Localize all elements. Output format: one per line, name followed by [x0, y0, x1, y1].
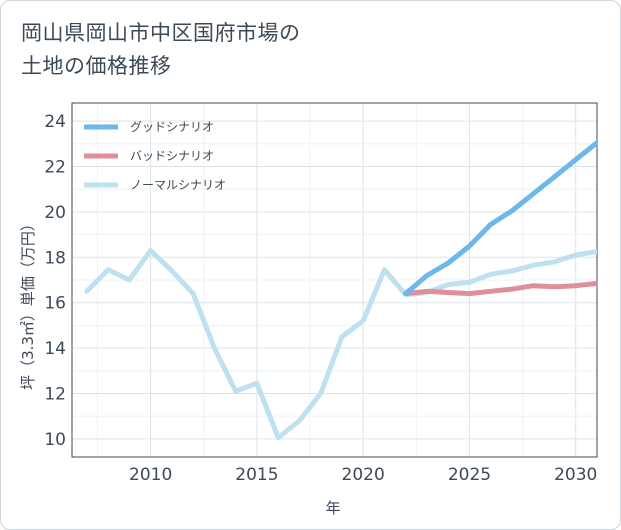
- series-lines: [84, 140, 597, 441]
- legend-label-0: グッドシナリオ: [130, 120, 214, 134]
- y-tick-label: 18: [44, 248, 66, 268]
- x-axis-label: 年: [325, 499, 340, 517]
- grid-lines: [72, 103, 597, 457]
- y-tick-label: 14: [44, 339, 66, 359]
- chart-title: 岡山県岡山市中区国府市場の 土地の価格推移: [21, 17, 441, 83]
- x-tick-label: 2025: [448, 465, 491, 485]
- y-tick-label: 12: [44, 384, 66, 404]
- y-tick-label: 20: [44, 203, 66, 223]
- y-tick-label: 22: [44, 158, 66, 178]
- y-tick-label: 24: [44, 112, 66, 132]
- y-tick-label: 10: [44, 430, 66, 450]
- y-axis-label: 坪（3.3㎡）単価（万円）: [19, 216, 37, 390]
- series-line-1: [403, 280, 597, 297]
- chart-title-line-2: 土地の価格推移: [21, 54, 172, 78]
- x-tick-label: 2015: [235, 465, 278, 485]
- x-tick-label: 2030: [554, 465, 597, 485]
- series-line-0: [403, 140, 597, 297]
- legend-label-2: ノーマルシナリオ: [130, 178, 226, 192]
- axis-ticks: 2010 2015 2020 2025 2030 10 12 14 16 18 20 22 24: [44, 112, 597, 485]
- plot-area-frame: [71, 102, 598, 458]
- legend-label-1: バッドシナリオ: [130, 149, 214, 163]
- x-tick-label: 2010: [129, 465, 172, 485]
- chart-title-line-1: 岡山県岡山市中区国府市場の: [21, 21, 301, 45]
- x-tick-label: 2020: [342, 465, 385, 485]
- series-line-2: [84, 248, 597, 441]
- y-tick-label: 16: [44, 294, 66, 314]
